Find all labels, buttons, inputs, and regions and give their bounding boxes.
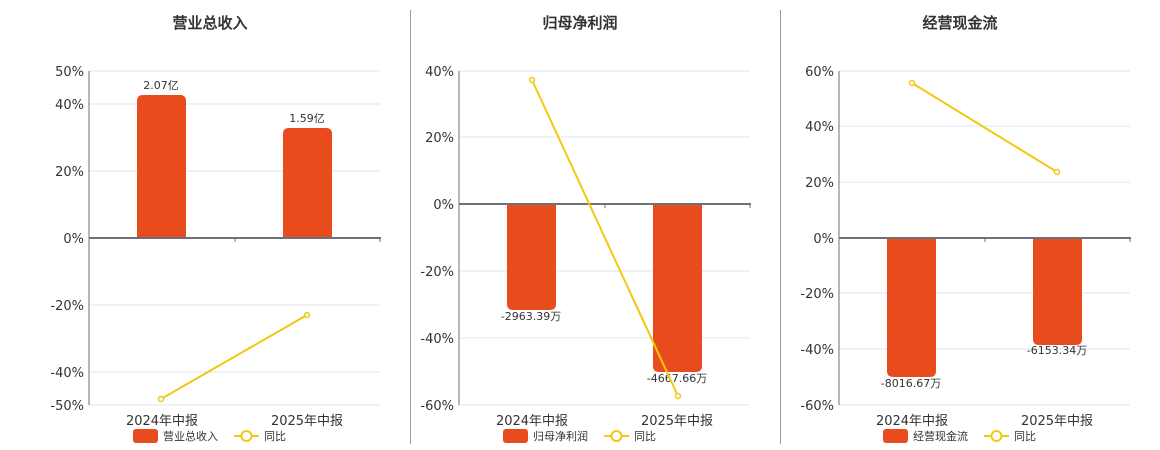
bar-series[interactable]	[507, 204, 702, 372]
legend[interactable]: 归母净利润 同比	[503, 429, 656, 443]
svg-text:-40%: -40%	[800, 343, 834, 358]
svg-text:-20%: -20%	[800, 287, 834, 302]
bar-value-label: -8016.67万	[881, 377, 941, 390]
svg-text:50%: 50%	[55, 65, 84, 80]
y-axis-labels: 60% 40% 20% 0% -20% -40% -60%	[800, 65, 834, 414]
yoy-line-series[interactable]	[528, 76, 682, 400]
x-axis-label: 2024年中报	[496, 414, 568, 429]
svg-text:40%: 40%	[55, 98, 84, 113]
chart-panel-net-profit: 归母净利润 40% 20% 0% -20% -40% -60% -2963.39…	[420, 14, 751, 443]
legend-line-icon	[240, 430, 253, 442]
x-axis-label: 2025年中报	[271, 414, 343, 429]
svg-text:40%: 40%	[805, 120, 834, 135]
y-axis-labels: 50% 40% 20% 0% -20% -40% -50%	[50, 65, 84, 414]
bar-series[interactable]	[137, 95, 332, 238]
x-axis-label: 2025年中报	[1021, 414, 1093, 429]
bar-value-label: 2.07亿	[143, 79, 179, 92]
net-profit-chart: 40% 20% 0% -20% -40% -60% -2963.39万 -466…	[420, 65, 751, 443]
svg-text:-40%: -40%	[50, 366, 84, 381]
chart-title: 经营现金流	[922, 14, 998, 32]
svg-text:0%: 0%	[63, 232, 84, 247]
panel-divider	[410, 10, 411, 444]
yoy-line-series[interactable]	[157, 311, 311, 403]
bar-2025	[1033, 238, 1082, 345]
bar-value-label: -2963.39万	[501, 310, 561, 323]
bar-2025	[653, 204, 702, 372]
bar-series[interactable]	[887, 238, 1082, 377]
svg-text:40%: 40%	[425, 65, 454, 80]
svg-text:20%: 20%	[805, 176, 834, 191]
svg-text:-60%: -60%	[800, 399, 834, 414]
bar-2024	[137, 95, 186, 238]
bar-2024	[507, 204, 556, 310]
svg-text:20%: 20%	[425, 131, 454, 146]
svg-text:20%: 20%	[55, 165, 84, 180]
panel-divider	[780, 10, 781, 444]
yoy-line-series[interactable]	[908, 79, 1061, 176]
y-axis-labels: 40% 20% 0% -20% -40% -60%	[420, 65, 454, 414]
svg-text:-50%: -50%	[50, 399, 84, 414]
legend-bar-swatch	[503, 429, 528, 443]
bar-2024	[887, 238, 936, 377]
legend-line-icon	[610, 430, 623, 442]
legend-line-label: 同比	[1014, 430, 1036, 443]
legend-bar-swatch	[133, 429, 158, 443]
svg-text:-40%: -40%	[420, 332, 454, 347]
svg-text:-20%: -20%	[50, 299, 84, 314]
legend[interactable]: 营业总收入 同比	[133, 429, 286, 443]
legend-line-icon	[990, 430, 1003, 442]
chart-title: 营业总收入	[172, 14, 248, 32]
bar-2025	[283, 128, 332, 238]
chart-title: 归母净利润	[542, 14, 618, 32]
svg-text:-60%: -60%	[420, 399, 454, 414]
legend-bar-label: 归母净利润	[533, 429, 588, 443]
x-axis-label: 2024年中报	[876, 414, 948, 429]
legend-bar-label: 营业总收入	[163, 429, 218, 443]
bar-value-label: 1.59亿	[289, 112, 325, 125]
revenue-chart: 50% 40% 20% 0% -20% -40% -50% 2.07亿 1.59…	[50, 65, 381, 443]
chart-panel-revenue: 营业总收入 50% 40% 20% 0% -20% -40% -50%	[0, 0, 410, 450]
legend-line-label: 同比	[264, 430, 286, 443]
svg-text:0%: 0%	[433, 198, 454, 213]
bar-value-label: -6153.34万	[1027, 344, 1087, 357]
legend-bar-swatch	[883, 429, 908, 443]
x-axis-label: 2024年中报	[126, 414, 198, 429]
legend-bar-label: 经营现金流	[913, 429, 968, 443]
svg-text:60%: 60%	[805, 65, 834, 80]
x-axis-label: 2025年中报	[641, 414, 713, 429]
legend-line-label: 同比	[634, 430, 656, 443]
legend[interactable]: 经营现金流 同比	[883, 429, 1036, 443]
svg-text:0%: 0%	[813, 232, 834, 247]
bar-value-label: -4667.66万	[647, 372, 707, 385]
svg-text:-20%: -20%	[420, 265, 454, 280]
